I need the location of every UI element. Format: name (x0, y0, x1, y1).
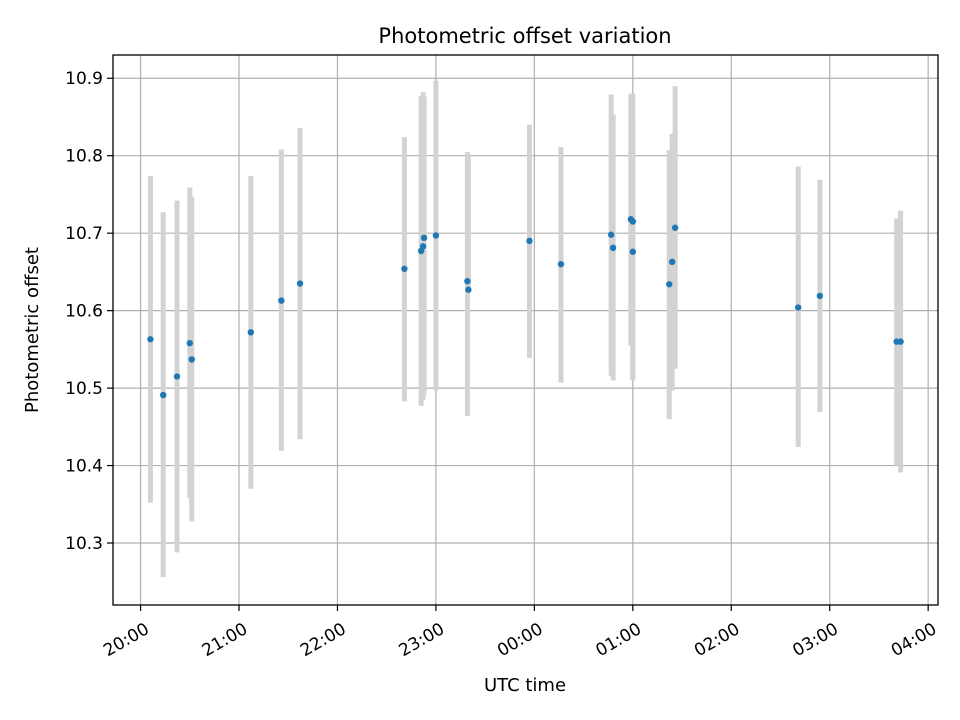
data-point (296, 280, 304, 287)
y-tick-label: 10.5 (65, 379, 103, 399)
data-point (526, 237, 533, 245)
data-point (247, 329, 255, 336)
data-point (668, 258, 676, 266)
data-point (401, 265, 408, 273)
data-point (629, 218, 637, 225)
data-point (629, 248, 637, 255)
data-point (671, 224, 679, 231)
y-tick-label: 10.4 (65, 457, 103, 477)
y-axis-label: Photometric offset (22, 247, 43, 413)
data-point (465, 286, 472, 293)
data-point (897, 338, 904, 345)
data-point (160, 391, 167, 399)
y-axis: 10.3 10.4 10.5 10.6 10.7 10.8 10.9 (65, 69, 113, 554)
data-points (147, 216, 904, 399)
plot-frame (112, 54, 939, 606)
data-point (173, 373, 181, 380)
y-tick-label: 10.3 (65, 534, 103, 554)
data-point (795, 304, 802, 311)
y-tick-label: 10.7 (65, 224, 103, 244)
data-point (188, 356, 195, 363)
x-axis-label: UTC time (484, 675, 566, 696)
data-point (666, 281, 673, 288)
y-tick-label: 10.8 (65, 147, 103, 167)
data-point (557, 260, 565, 268)
data-point (278, 297, 285, 304)
data-point (432, 232, 440, 239)
data-point (464, 277, 471, 285)
data-point (186, 339, 193, 347)
data-point (607, 231, 615, 238)
y-tick-label: 10.9 (65, 69, 103, 89)
data-point (419, 243, 427, 250)
data-point (147, 336, 154, 343)
data-point (609, 244, 617, 252)
data-point (420, 234, 428, 242)
chart-title: Photometric offset variation (378, 24, 671, 48)
y-tick-label: 10.6 (65, 302, 103, 322)
data-point (816, 292, 824, 300)
